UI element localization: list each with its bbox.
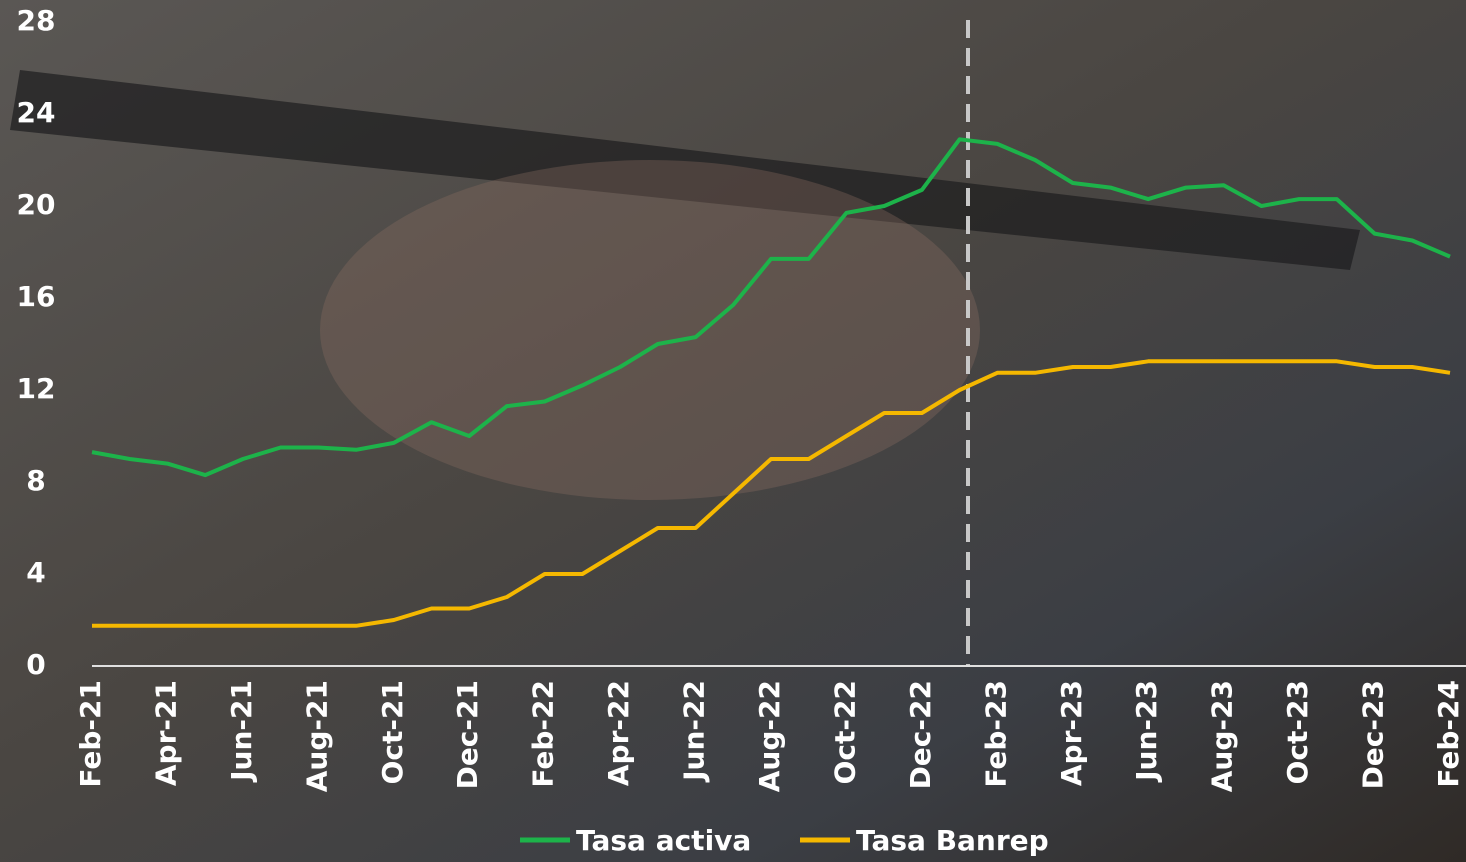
legend-label: Tasa activa — [576, 824, 751, 857]
x-tick-label: Aug-23 — [1206, 680, 1239, 792]
x-tick-label: Jun-23 — [1130, 680, 1163, 783]
y-tick-label: 16 — [17, 280, 56, 313]
x-tick-label: Dec-23 — [1357, 680, 1390, 789]
x-tick-label: Aug-22 — [753, 680, 786, 792]
y-tick-label: 12 — [17, 372, 56, 405]
phone-shape — [10, 70, 1360, 270]
y-tick-label: 28 — [17, 4, 56, 37]
y-tick-label: 20 — [17, 188, 56, 221]
y-tick-label: 24 — [17, 96, 56, 129]
y-tick-label: 8 — [26, 464, 45, 497]
x-tick-label: Jun-22 — [678, 680, 711, 783]
x-tick-label: Oct-22 — [828, 680, 861, 784]
x-tick-label: Oct-23 — [1281, 680, 1314, 784]
x-tick-label: Dec-22 — [904, 680, 937, 789]
hand-shape — [320, 160, 980, 500]
x-tick-label: Feb-24 — [1432, 680, 1465, 788]
x-tick-label: Feb-22 — [527, 680, 560, 788]
series-line — [92, 359, 1451, 628]
x-tick-label: Apr-21 — [149, 680, 182, 786]
x-tick-label: Feb-21 — [74, 680, 107, 788]
x-tick-label: Jun-21 — [225, 680, 258, 783]
x-tick-label: Aug-21 — [300, 680, 333, 792]
x-tick-label: Apr-23 — [1055, 680, 1088, 786]
legend-label: Tasa Banrep — [856, 824, 1049, 857]
y-tick-label: 4 — [26, 556, 45, 589]
x-tick-label: Feb-23 — [979, 680, 1012, 788]
y-tick-label: 0 — [26, 648, 45, 681]
series-line — [91, 137, 1451, 478]
x-tick-label: Apr-22 — [602, 680, 635, 786]
x-tick-label: Oct-21 — [376, 680, 409, 784]
x-tick-label: Dec-21 — [451, 680, 484, 789]
